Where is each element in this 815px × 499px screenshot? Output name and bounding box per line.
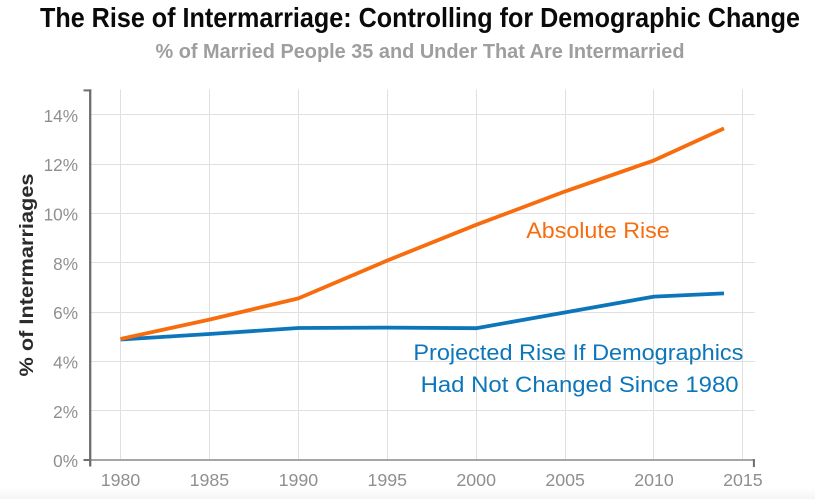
svg-text:0%: 0% [53,451,78,471]
svg-text:2010: 2010 [634,470,674,490]
svg-text:Absolute Rise: Absolute Rise [526,218,670,243]
svg-text:% of Intermarriages: % of Intermarriages [16,173,38,376]
svg-text:2%: 2% [53,402,78,422]
svg-text:Had Not Changed Since 1980: Had Not Changed Since 1980 [421,372,739,397]
svg-text:Projected Rise If Demographics: Projected Rise If Demographics [413,340,743,365]
svg-text:1990: 1990 [279,470,319,490]
svg-text:8%: 8% [53,254,78,274]
svg-text:1995: 1995 [368,470,408,490]
svg-text:% of Married People 35 and Und: % of Married People 35 and Under That Ar… [156,41,685,63]
svg-text:The Rise of Intermarriage: Con: The Rise of Intermarriage: Controlling f… [40,2,800,33]
svg-text:12%: 12% [44,155,78,175]
svg-text:10%: 10% [44,205,78,225]
svg-text:4%: 4% [53,353,78,373]
svg-text:2015: 2015 [723,470,763,490]
svg-text:2005: 2005 [545,470,585,490]
svg-text:1980: 1980 [101,470,141,490]
svg-text:2000: 2000 [456,470,496,490]
svg-text:14%: 14% [44,106,78,126]
svg-text:1985: 1985 [190,470,230,490]
svg-text:6%: 6% [53,303,78,323]
